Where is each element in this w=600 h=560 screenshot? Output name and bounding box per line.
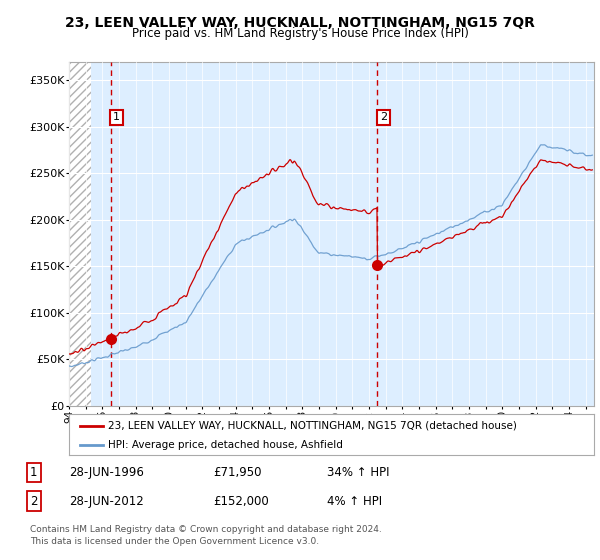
Text: HPI: Average price, detached house, Ashfield: HPI: Average price, detached house, Ashf… [109,440,343,450]
Bar [69,62,91,406]
Text: Contains HM Land Registry data © Crown copyright and database right 2024.
This d: Contains HM Land Registry data © Crown c… [30,525,382,546]
Text: 28-JUN-1996: 28-JUN-1996 [69,466,144,479]
Text: 28-JUN-2012: 28-JUN-2012 [69,494,144,508]
Text: £152,000: £152,000 [213,494,269,508]
Text: Price paid vs. HM Land Registry's House Price Index (HPI): Price paid vs. HM Land Registry's House … [131,27,469,40]
Text: 4% ↑ HPI: 4% ↑ HPI [327,494,382,508]
Bar [69,62,91,406]
Text: 1: 1 [30,466,37,479]
Text: 23, LEEN VALLEY WAY, HUCKNALL, NOTTINGHAM, NG15 7QR (detached house): 23, LEEN VALLEY WAY, HUCKNALL, NOTTINGHA… [109,421,517,431]
Text: 23, LEEN VALLEY WAY, HUCKNALL, NOTTINGHAM, NG15 7QR: 23, LEEN VALLEY WAY, HUCKNALL, NOTTINGHA… [65,16,535,30]
Text: 2: 2 [380,113,387,123]
Text: 2: 2 [30,494,37,508]
Text: £71,950: £71,950 [213,466,262,479]
Text: 34% ↑ HPI: 34% ↑ HPI [327,466,389,479]
Text: 1: 1 [113,113,120,123]
